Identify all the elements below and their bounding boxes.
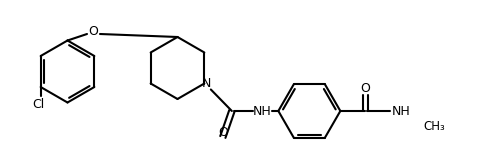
Text: NH: NH [252,105,271,118]
Text: Cl: Cl [32,98,44,111]
Text: O: O [89,25,98,38]
Text: N: N [202,77,211,90]
Text: NH: NH [391,105,410,118]
Text: O: O [218,126,228,138]
Text: CH₃: CH₃ [424,120,446,132]
Text: O: O [361,82,370,95]
